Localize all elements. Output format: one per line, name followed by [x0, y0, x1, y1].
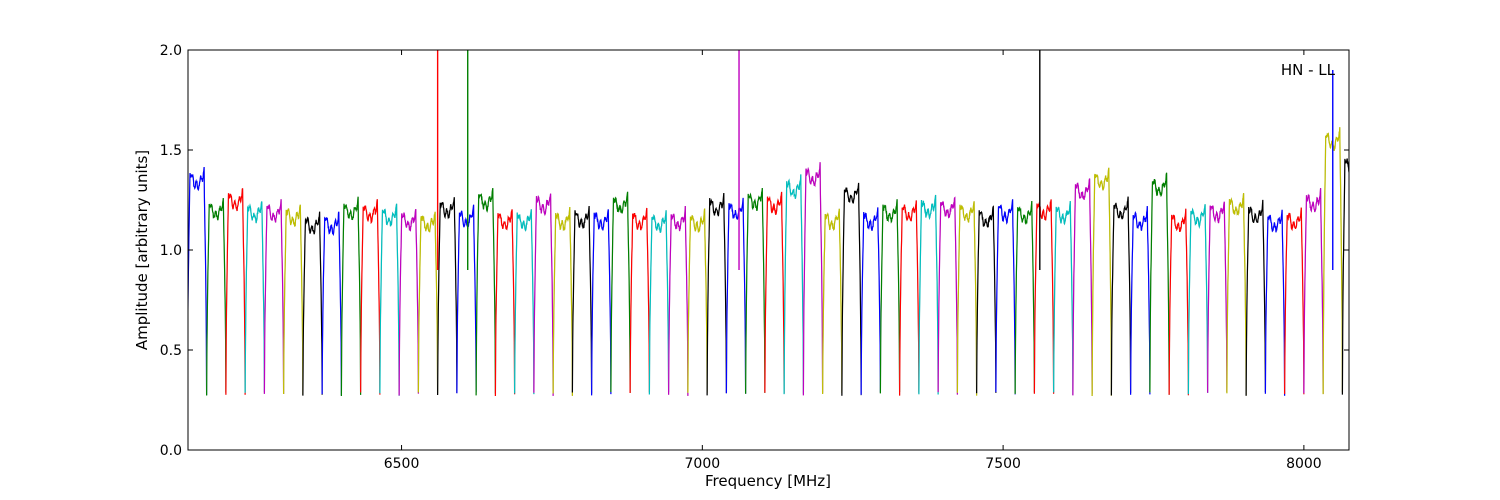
channel-trace	[1014, 200, 1036, 394]
channel-trace	[764, 191, 785, 394]
channel-trace	[206, 198, 227, 396]
channel-trace	[552, 206, 574, 396]
channel-trace	[321, 211, 342, 396]
channel-trace	[860, 207, 882, 395]
channel-trace	[821, 208, 843, 395]
channel-trace	[687, 208, 708, 393]
channel-trace	[1129, 206, 1151, 395]
channel-trace	[995, 199, 1016, 395]
channel-trace	[283, 204, 304, 396]
channel-trace	[302, 211, 323, 396]
channel-trace	[1226, 193, 1247, 396]
channel-trace	[571, 205, 593, 394]
channel-trace	[188, 166, 208, 396]
channel-trace	[1206, 201, 1228, 393]
channel-traces	[188, 50, 1349, 397]
channel-trace	[1052, 201, 1074, 396]
channel-trace	[725, 197, 747, 394]
channel-trace	[841, 182, 862, 396]
channel-trace	[340, 196, 362, 397]
y-tick-label: 0.5	[160, 343, 182, 359]
channel-trace	[937, 196, 959, 395]
channel-trace	[1245, 199, 1267, 396]
channel-trace	[667, 205, 689, 396]
channel-trace	[879, 199, 901, 394]
channel-trace	[956, 201, 978, 396]
channel-trace	[1149, 172, 1170, 395]
channel-trace	[1303, 188, 1324, 394]
channel-trace	[610, 191, 631, 393]
channel-trace	[360, 199, 381, 395]
x-tick-label: 8000	[1286, 456, 1322, 472]
channel-trace	[417, 211, 439, 394]
channel-trace	[456, 204, 477, 394]
x-axis-label: Frequency [MHz]	[705, 472, 831, 490]
channel-trace	[648, 210, 670, 395]
axis-ticks: 6500 7000 7500 8000 0.0 0.5 1.0 1.5 2.0	[160, 43, 1349, 472]
channel-trace	[783, 174, 805, 395]
channel-trace	[975, 205, 997, 394]
channel-trace	[629, 207, 651, 394]
channel-trace	[1168, 208, 1190, 396]
channel-trace	[437, 197, 458, 396]
x-tick-label: 7500	[985, 456, 1021, 472]
channel-trace	[379, 203, 400, 396]
channel-trace	[494, 209, 516, 397]
y-tick-label: 0.0	[160, 443, 182, 459]
channel-trace	[244, 201, 265, 393]
channel-trace	[590, 209, 612, 396]
channel-trace	[898, 200, 920, 396]
channel-trace	[1110, 196, 1132, 396]
channel-trace	[225, 188, 246, 395]
channel-trace	[1187, 204, 1209, 395]
channel-trace	[263, 199, 285, 394]
y-axis-label: Amplitude [arbitrary units]	[133, 150, 151, 350]
channel-trace	[1033, 199, 1055, 394]
channel-trace	[744, 187, 766, 394]
y-tick-label: 2.0	[160, 43, 182, 59]
y-tick-label: 1.5	[160, 143, 182, 159]
channel-trace	[802, 162, 824, 396]
channel-trace	[513, 209, 535, 395]
x-tick-label: 7000	[685, 456, 721, 472]
channel-trace	[706, 192, 728, 396]
y-tick-label: 1.0	[160, 243, 182, 259]
channel-trace	[918, 194, 939, 395]
channel-trace	[1072, 178, 1093, 396]
channel-trace	[1283, 207, 1305, 395]
channel-trace	[1091, 167, 1113, 397]
channel-trace	[1264, 209, 1286, 396]
channel-trace	[533, 193, 554, 396]
channel-trace	[398, 208, 419, 396]
channel-trace	[475, 188, 496, 396]
channel-trace	[1341, 158, 1349, 395]
plot-annotation: HN - LL	[1281, 61, 1336, 79]
x-tick-label: 6500	[384, 456, 420, 472]
